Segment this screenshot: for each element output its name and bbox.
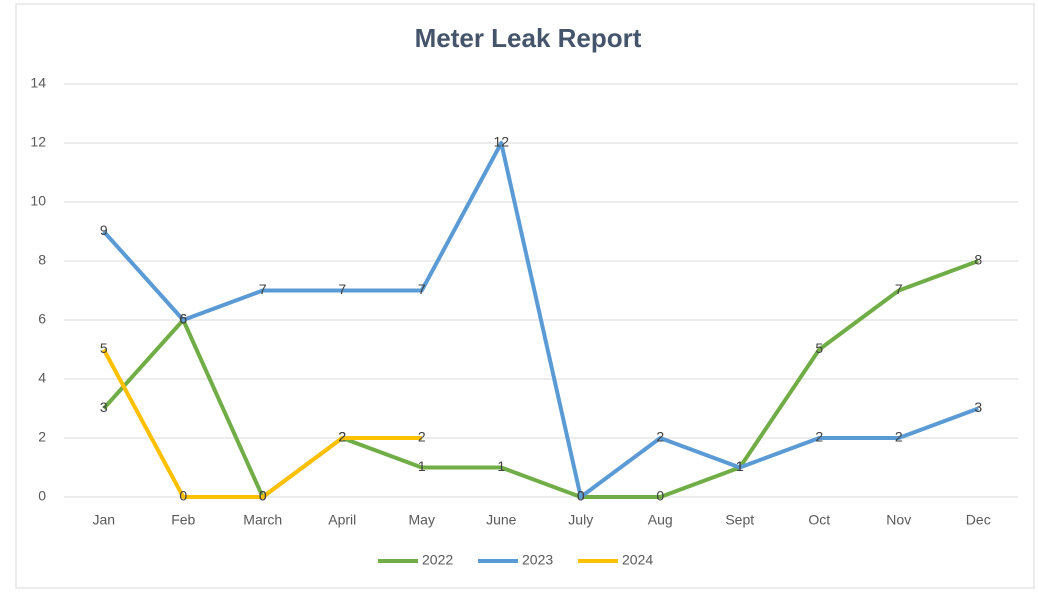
data-label: 0 (577, 488, 585, 504)
data-label: 6 (179, 311, 187, 327)
y-tick-label: 6 (38, 311, 46, 327)
data-label: 0 (259, 488, 267, 504)
x-tick-label: Sept (725, 512, 754, 528)
data-label: 7 (338, 281, 346, 297)
x-tick-label: April (328, 512, 356, 528)
data-label: 7 (418, 281, 426, 297)
y-tick-label: 10 (30, 193, 46, 209)
data-label: 0 (656, 488, 664, 504)
data-label: 2 (656, 429, 664, 445)
y-tick-label: 4 (38, 370, 46, 386)
data-label: 12 (493, 134, 509, 150)
data-label: 2 (338, 429, 346, 445)
x-tick-label: Jan (92, 512, 115, 528)
chart-title: Meter Leak Report (415, 23, 642, 53)
y-tick-label: 8 (38, 252, 46, 268)
data-label: 0 (577, 488, 585, 504)
data-label: 8 (974, 252, 982, 268)
data-label: 5 (100, 340, 108, 356)
data-label: 0 (259, 488, 267, 504)
data-label: 2 (418, 429, 426, 445)
data-label: 1 (497, 458, 505, 474)
data-label: 9 (100, 222, 108, 238)
x-tick-label: Nov (886, 512, 911, 528)
y-tick-label: 2 (38, 429, 46, 445)
data-label: 3 (100, 399, 108, 415)
data-label: 1 (736, 458, 744, 474)
x-tick-label: May (409, 512, 435, 528)
data-label: 7 (895, 281, 903, 297)
x-tick-label: Feb (171, 512, 195, 528)
series-line (102, 259, 979, 499)
x-tick-label: Aug (648, 512, 673, 528)
x-tick-label: March (243, 512, 282, 528)
data-label: 6 (179, 311, 187, 327)
data-label: 5 (815, 340, 823, 356)
data-label: 7 (259, 281, 267, 297)
legend-label: 2022 (422, 552, 453, 568)
x-tick-label: Oct (808, 512, 830, 528)
x-tick-label: July (568, 512, 593, 528)
series-line (101, 348, 422, 499)
series-line (102, 141, 979, 499)
y-tick-label: 12 (30, 134, 46, 150)
x-tick-label: Dec (966, 512, 991, 528)
legend-label: 2023 (522, 552, 553, 568)
y-tick-label: 14 (30, 75, 46, 91)
chart-frame (15, 3, 1035, 589)
data-label: 0 (179, 488, 187, 504)
y-tick-label: 0 (38, 488, 46, 504)
data-label: 1 (418, 458, 426, 474)
data-label: 2 (338, 429, 346, 445)
data-label: 2 (895, 429, 903, 445)
x-tick-label: June (486, 512, 517, 528)
data-label: 1 (736, 458, 744, 474)
legend-label: 2024 (622, 552, 653, 568)
data-label: 2 (815, 429, 823, 445)
data-label: 3 (974, 399, 982, 415)
